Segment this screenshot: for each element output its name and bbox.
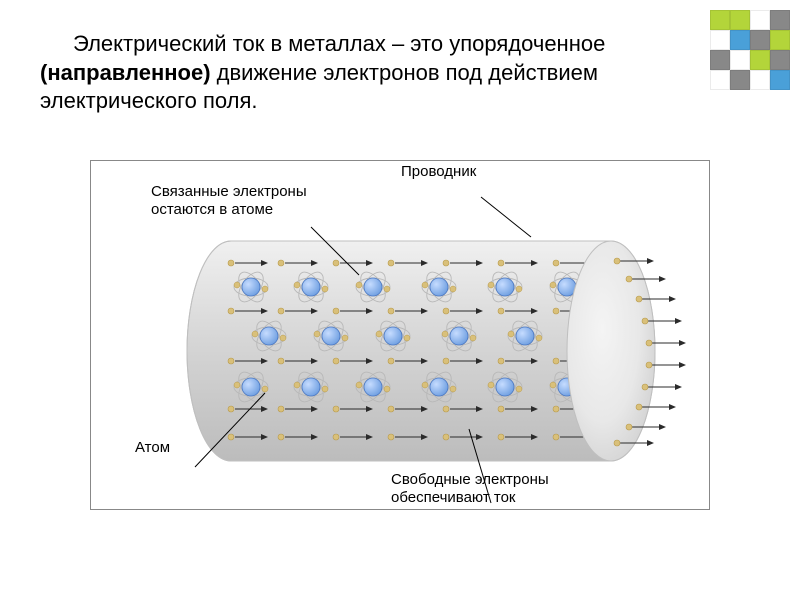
free-electron	[553, 260, 559, 266]
free-electron	[388, 406, 394, 412]
free-electron	[553, 308, 559, 314]
free-electron	[333, 434, 339, 440]
header-text: Электрический ток в металлах – это упоря…	[40, 30, 760, 116]
deco-cell	[770, 70, 790, 90]
free-electron	[228, 358, 234, 364]
free-electron	[278, 358, 284, 364]
free-electron	[553, 406, 559, 412]
free-electron	[498, 406, 504, 412]
free-electron	[388, 358, 394, 364]
deco-cell	[770, 10, 790, 30]
free-electron	[498, 434, 504, 440]
free-electron	[443, 308, 449, 314]
free-electron	[443, 406, 449, 412]
free-electron	[278, 260, 284, 266]
free-electron	[443, 434, 449, 440]
free-electron	[553, 358, 559, 364]
free-electron	[498, 308, 504, 314]
label-conductor: Проводник	[401, 163, 476, 181]
free-electron	[498, 260, 504, 266]
free-electron	[228, 308, 234, 314]
free-electron	[228, 434, 234, 440]
header-bold: (направленное)	[40, 60, 211, 85]
conductor-diagram: Проводник Связанные электроны остаются в…	[90, 160, 710, 510]
deco-cell	[750, 10, 770, 30]
free-electron	[278, 406, 284, 412]
free-electron	[333, 406, 339, 412]
free-electron	[228, 260, 234, 266]
leader-line	[481, 197, 531, 237]
label-atom: Атом	[135, 439, 170, 457]
label-bound-electrons: Связанные электроны остаются в атоме	[151, 183, 371, 219]
deco-cell	[710, 10, 730, 30]
free-electron	[333, 358, 339, 364]
label-free-electrons: Свободные электроны обеспечивают ток	[391, 471, 651, 507]
free-electron	[333, 308, 339, 314]
free-electron	[388, 308, 394, 314]
free-electron	[278, 434, 284, 440]
free-electron	[388, 434, 394, 440]
deco-cell	[770, 50, 790, 70]
deco-cell	[730, 10, 750, 30]
free-electron	[333, 260, 339, 266]
free-electron	[443, 260, 449, 266]
free-electron	[228, 406, 234, 412]
free-electron	[498, 358, 504, 364]
header-line1: Электрический ток в металлах – это упоря…	[73, 31, 605, 56]
cylinder-face	[567, 241, 655, 461]
free-electron	[278, 308, 284, 314]
free-electron	[443, 358, 449, 364]
deco-cell	[770, 30, 790, 50]
free-electron	[553, 434, 559, 440]
free-electron	[388, 260, 394, 266]
